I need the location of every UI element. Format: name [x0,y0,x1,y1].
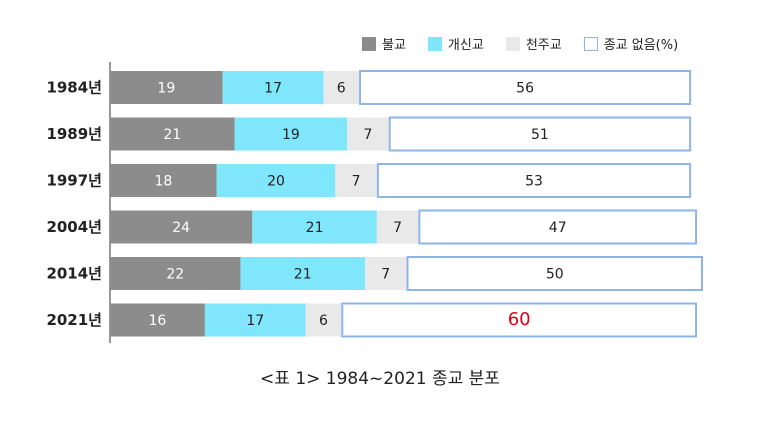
data-label-no-religion: 53 [525,174,543,190]
bar-protestant [234,117,348,151]
data-label-no-religion: 51 [531,127,549,143]
legend-swatch-catholic [505,36,520,51]
legend: 불교 개신교 천주교 종교 없음(%) [362,34,678,53]
bar-buddhism [110,257,241,290]
legend-label-catholic: 천주교 [525,38,562,53]
legend-item-protestant: 개신교 [427,34,484,53]
bar-catholic [347,117,389,151]
bar-catholic [335,164,377,197]
data-label-catholic: 6 [337,81,346,97]
bar-protestant [222,71,324,104]
chart-caption: <표 1> 1984~2021 종교 분포 [260,369,500,389]
category-label: 1989년 [46,125,102,143]
bar-catholic [364,257,407,290]
bar-no-religion [359,70,692,105]
bar-catholic [305,303,342,337]
data-label-buddhism: 21 [163,127,181,143]
category-label: 2021년 [46,311,102,329]
bar-buddhism [110,303,205,337]
data-label-no-religion: 60 [508,309,531,330]
bar-buddhism [110,71,223,104]
data-label-buddhism: 18 [154,174,172,190]
bar-buddhism [110,117,235,151]
legend-swatch-buddhism [362,36,376,51]
legend-label-no-religion: 종교 없음(%) [603,38,679,53]
data-label-buddhism: 19 [157,81,175,97]
data-label-protestant: 17 [264,81,282,97]
bar-no-religion [376,163,692,198]
data-label-protestant: 19 [282,127,300,143]
bar-no-religion [341,302,698,338]
bar-no-religion [418,209,698,245]
category-label: 1997년 [46,172,102,190]
bar-protestant [252,210,377,244]
data-label-buddhism: 22 [166,267,184,283]
legend-swatch-protestant [427,36,442,51]
legend-item-no-religion: 종교 없음(%) [583,34,679,53]
bar-no-religion [406,256,703,291]
data-label-catholic: 7 [393,220,402,236]
legend-label-protestant: 개신교 [447,38,484,53]
bar-protestant [204,303,306,337]
legend-item-catholic: 천주교 [505,34,562,53]
data-label-protestant: 17 [246,313,264,329]
bar-buddhism [110,164,217,197]
data-label-buddhism: 24 [172,220,190,236]
data-label-protestant: 21 [294,267,312,283]
bar-protestant [216,164,336,197]
bar-no-religion [388,116,692,152]
data-label-protestant: 20 [267,174,285,190]
bar-catholic [323,71,360,104]
legend-label-buddhism: 불교 [382,38,406,53]
category-label: 2004년 [46,218,102,236]
data-label-protestant: 21 [306,220,324,236]
legend-item-buddhism: 불교 [362,34,406,53]
data-label-catholic: 7 [381,267,390,283]
data-label-no-religion: 47 [549,220,567,236]
bar-protestant [240,257,365,290]
bar-catholic [376,210,419,244]
data-label-no-religion: 56 [516,81,534,97]
data-label-buddhism: 16 [149,313,167,329]
data-label-catholic: 7 [363,127,372,143]
data-label-no-religion: 50 [546,267,564,283]
category-label: 1984년 [46,79,102,97]
legend-swatch-no-religion [583,36,598,51]
data-label-catholic: 6 [319,313,328,329]
category-label: 2014년 [46,265,102,283]
data-label-catholic: 7 [352,174,361,190]
bar-buddhism [110,210,253,244]
